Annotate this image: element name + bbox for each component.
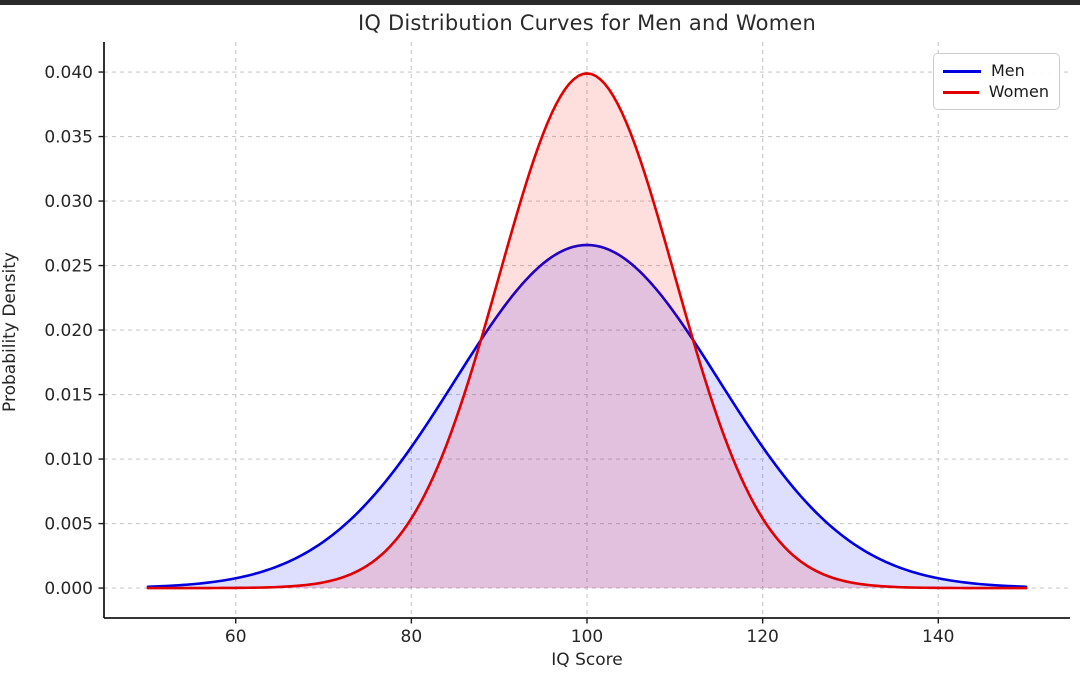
curve-line-women	[146, 72, 1028, 590]
y-tick-label: 0.020	[44, 321, 93, 341]
legend-item-men: Men	[943, 63, 1049, 79]
y-axis-label: Probability Density	[0, 252, 20, 412]
y-tick-label: 0.000	[44, 579, 93, 599]
y-tick-label: 0.035	[44, 128, 93, 148]
y-tick-label: 0.040	[44, 63, 93, 83]
curve-fill-women	[147, 73, 1027, 589]
legend-item-women: Women	[943, 84, 1049, 100]
x-tick-label: 100	[571, 627, 603, 647]
men-line-swatch	[943, 69, 981, 73]
y-tick-label: 0.030	[44, 192, 93, 212]
window-top-border	[0, 0, 1080, 5]
curve-fill-men	[147, 244, 1027, 589]
chart-title: IQ Distribution Curves for Men and Women	[358, 11, 816, 35]
x-tick-label: 60	[225, 627, 247, 647]
x-tick-label: 80	[401, 627, 423, 647]
x-axis-label: IQ Score	[551, 650, 623, 670]
x-tick-label: 120	[746, 627, 778, 647]
x-tick-label: 140	[922, 627, 954, 647]
women-line-swatch	[943, 90, 979, 94]
legend: Men Women	[933, 53, 1060, 110]
curve-line-men	[146, 243, 1028, 589]
y-tick-label: 0.010	[44, 450, 93, 470]
y-tick-label: 0.015	[44, 386, 93, 406]
y-tick-label: 0.005	[44, 515, 93, 535]
legend-label-men: Men	[991, 61, 1025, 80]
y-tick-label: 0.025	[44, 257, 93, 277]
legend-label-women: Women	[988, 82, 1049, 101]
